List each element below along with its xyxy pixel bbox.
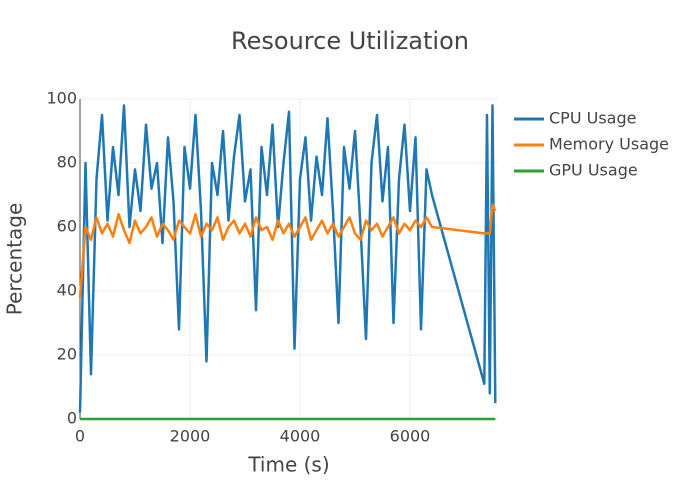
x-axis-label: Time (s): [247, 453, 329, 477]
y-tick-label: 40: [57, 281, 77, 300]
x-tick-label: 0: [75, 427, 85, 446]
y-tick-label: 0: [67, 409, 77, 428]
y-tick-label: 60: [57, 217, 77, 236]
line-series: [78, 104, 497, 413]
chart-title: Resource Utilization: [231, 27, 469, 55]
y-tick-label: 100: [46, 89, 77, 108]
x-tick-label: 6000: [390, 427, 431, 446]
x-tick-label: 2000: [170, 427, 211, 446]
y-tick-label: 80: [57, 153, 77, 172]
y-tick-label: 20: [57, 345, 77, 364]
legend-label: Memory Usage: [549, 135, 669, 154]
y-axis-label: Percentage: [3, 203, 27, 316]
x-tick-label: 4000: [280, 427, 321, 446]
legend-label: CPU Usage: [549, 109, 636, 128]
line-series: [78, 203, 497, 298]
legend-label: GPU Usage: [549, 161, 638, 180]
